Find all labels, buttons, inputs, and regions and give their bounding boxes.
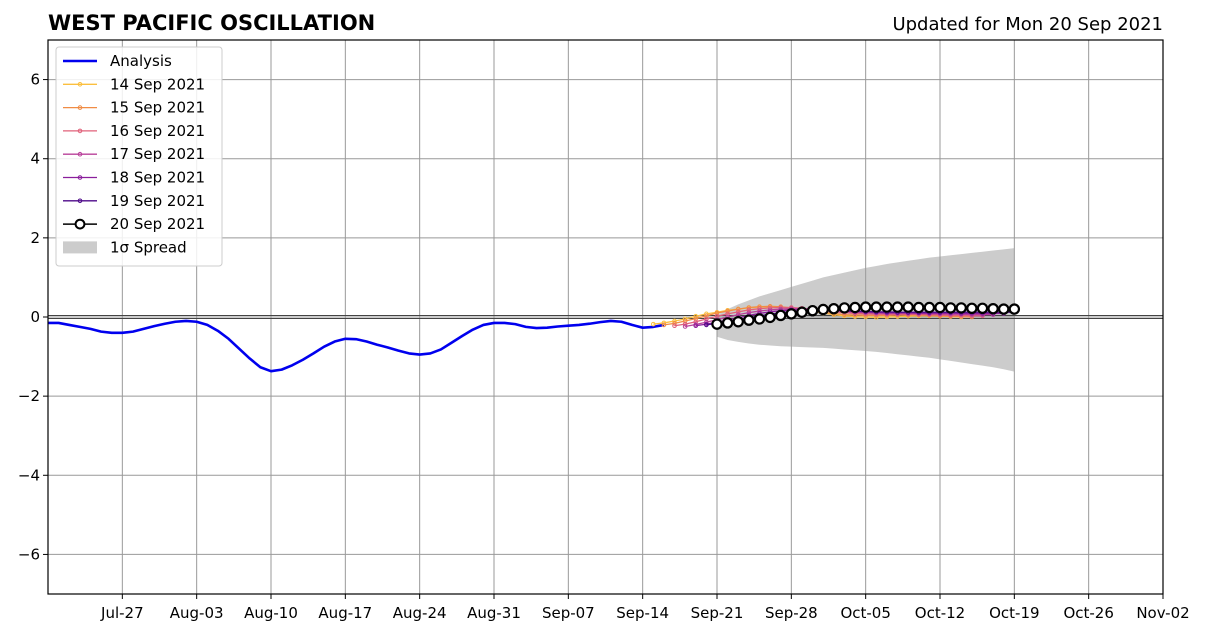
- legend-entry: 14 Sep 2021: [63, 75, 205, 93]
- forecast-point: [775, 309, 787, 322]
- x-tick-label: Oct-26: [1063, 604, 1113, 622]
- legend-label: 1σ Spread: [110, 238, 187, 256]
- analysis-line: [48, 319, 665, 373]
- legend-swatch: [63, 241, 97, 254]
- forecast-point: [881, 301, 893, 313]
- x-tick-label: Oct-12: [915, 604, 965, 622]
- legend-label: 19 Sep 2021: [110, 192, 205, 210]
- legend-label: 18 Sep 2021: [110, 169, 205, 187]
- x-tick-label: Sep-21: [691, 604, 744, 622]
- legend-label: 14 Sep 2021: [110, 75, 205, 93]
- x-tick-label: Aug-31: [467, 604, 521, 622]
- legend-label: 15 Sep 2021: [110, 99, 205, 117]
- forecast-point: [806, 304, 819, 317]
- legend-marker: [77, 175, 83, 180]
- x-tick-label: Nov-02: [1136, 604, 1189, 622]
- x-tick-label: Sep-14: [616, 604, 669, 622]
- forecast-point: [785, 308, 798, 320]
- forecast-point: [944, 302, 957, 314]
- legend-marker: [77, 105, 83, 110]
- forecast-point: [672, 323, 677, 329]
- forecast-point: [817, 303, 829, 316]
- axes: Jul-27 Aug-03 Aug-10 Aug-17 Aug-24 Aug-31 Sep-…: [18, 39, 1190, 622]
- legend-entry: 1σ Spread: [63, 238, 187, 256]
- legend-entry: 17 Sep 2021: [63, 145, 205, 163]
- x-tick-label: Aug-24: [393, 604, 447, 622]
- forecast-point: [650, 321, 656, 327]
- x-tick-label: Aug-17: [318, 604, 372, 622]
- y-tick-label: −2: [18, 387, 40, 405]
- legend-marker: [77, 198, 83, 204]
- forecast-point: [796, 306, 808, 318]
- legend-marker: [74, 218, 86, 230]
- x-tick-label: Jul-27: [100, 604, 144, 622]
- legend-marker: [77, 151, 83, 157]
- forecast-point: [661, 322, 667, 328]
- forecast-point: [913, 301, 925, 314]
- forecast-point: [902, 301, 914, 313]
- legend: Analysis 14 Sep 2021 15 Sep 2021 16 Sep 202…: [55, 46, 223, 267]
- forecast-point: [828, 302, 840, 315]
- x-tick-label: Sep-28: [765, 604, 818, 622]
- legend-entry: 15 Sep 2021: [63, 99, 205, 117]
- legend-entry: 19 Sep 2021: [63, 192, 205, 210]
- legend-entry: Analysis: [63, 52, 172, 70]
- legend-label: 17 Sep 2021: [110, 145, 205, 163]
- forecast-point: [849, 301, 861, 314]
- legend-label: 16 Sep 2021: [110, 122, 205, 140]
- forecast-point: [735, 309, 741, 315]
- forecast-point: [859, 301, 872, 313]
- legend-entry: 20 Sep 2021: [63, 215, 205, 233]
- forecast-point: [682, 324, 688, 329]
- y-tick-label: −6: [18, 545, 40, 563]
- legend-label: 20 Sep 2021: [110, 215, 205, 233]
- legend-entry: 18 Sep 2021: [63, 169, 205, 187]
- forecast-point: [721, 317, 734, 329]
- y-tick-label: 2: [30, 229, 40, 247]
- y-tick-label: −4: [18, 466, 40, 484]
- forecast-point: [1008, 303, 1021, 315]
- forecast-point: [998, 303, 1010, 315]
- forecast-point: [764, 311, 776, 324]
- forecast-point: [746, 307, 752, 313]
- forecast-point: [923, 301, 936, 314]
- forecast-point: [732, 316, 744, 328]
- forecast-point: [753, 313, 766, 325]
- chart-title: WEST PACIFIC OSCILLATION: [48, 11, 375, 35]
- y-tick-label: 0: [30, 308, 40, 326]
- forecast-point: [966, 302, 978, 314]
- legend-marker: [77, 128, 83, 134]
- legend-entry: 16 Sep 2021: [63, 122, 205, 140]
- forecast-point: [725, 308, 730, 314]
- x-tick-label: Oct-19: [989, 604, 1039, 622]
- forecast-series: [711, 301, 1021, 330]
- forecast-point: [838, 302, 851, 314]
- x-tick-label: Aug-10: [244, 604, 298, 622]
- forecast-point: [891, 301, 904, 313]
- x-tick-label: Oct-05: [840, 604, 890, 622]
- legend-box: [55, 46, 223, 267]
- x-tick-label: Sep-07: [542, 604, 595, 622]
- forecast-point: [934, 301, 946, 314]
- legend-label: Analysis: [110, 52, 172, 70]
- forecast-point: [955, 302, 967, 314]
- y-tick-label: 4: [30, 150, 40, 168]
- y-tick-label: 6: [30, 71, 40, 89]
- forecast-point: [704, 322, 709, 328]
- x-tick-label: Aug-03: [170, 604, 224, 622]
- chart-subtitle: Updated for Mon 20 Sep 2021: [892, 14, 1163, 35]
- forecast-point: [693, 323, 699, 329]
- forecast-point: [987, 302, 999, 315]
- forecast-point: [870, 301, 882, 313]
- forecast-point: [746, 310, 752, 315]
- legend-marker: [77, 82, 83, 87]
- forecast-point: [976, 302, 989, 314]
- forecast-point: [735, 306, 741, 312]
- forecast-point: [711, 318, 723, 330]
- plot-area: [48, 40, 1163, 594]
- forecast-point: [743, 314, 755, 326]
